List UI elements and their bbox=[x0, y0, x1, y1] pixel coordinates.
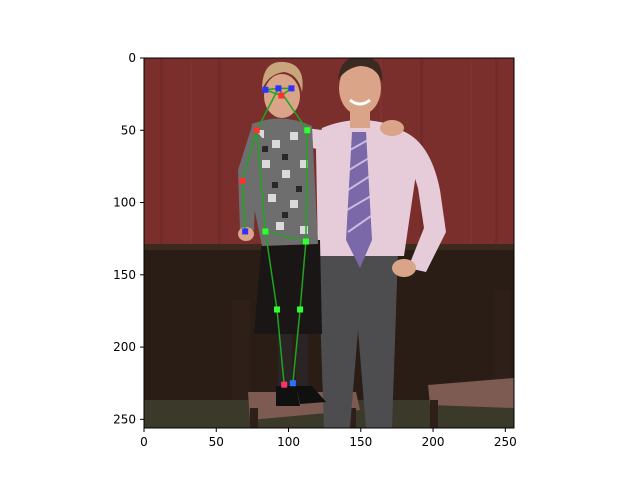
x-tick-label: 150 bbox=[349, 435, 372, 449]
pose-keypoint bbox=[297, 306, 304, 313]
x-tick-label: 0 bbox=[140, 435, 148, 449]
x-tick-label: 200 bbox=[422, 435, 445, 449]
y-tick-label: 0 bbox=[128, 51, 136, 65]
pose-keypoint bbox=[239, 177, 246, 184]
axes-frame bbox=[143, 57, 515, 429]
pose-keypoint bbox=[302, 238, 309, 245]
pose-keypoint bbox=[304, 127, 311, 134]
x-tick-label: 250 bbox=[494, 435, 517, 449]
pose-keypoint bbox=[253, 127, 260, 134]
chair-right bbox=[428, 290, 514, 428]
pose-edge bbox=[255, 130, 267, 232]
y-tick-label: 100 bbox=[113, 196, 136, 210]
x-tick-label: 100 bbox=[277, 435, 300, 449]
y-axis: 0 50 100 150 200 250 bbox=[113, 51, 144, 426]
pose-keypoint bbox=[262, 86, 269, 93]
pose-edge bbox=[292, 309, 301, 384]
pose-skeleton-overlay bbox=[239, 85, 311, 388]
y-tick-label: 200 bbox=[113, 340, 136, 354]
pose-keypoint bbox=[278, 92, 285, 99]
y-tick-label: 250 bbox=[113, 412, 136, 426]
y-tick-label: 50 bbox=[121, 123, 136, 137]
pose-edge bbox=[256, 88, 280, 131]
man bbox=[284, 58, 446, 428]
y-tick-label: 150 bbox=[113, 268, 136, 282]
image-axes bbox=[143, 57, 515, 429]
pose-keypoint bbox=[289, 380, 296, 387]
pose-edge bbox=[265, 230, 307, 243]
pose-keypoint bbox=[262, 228, 269, 235]
pose-edge bbox=[299, 241, 307, 310]
pose-edge bbox=[276, 309, 285, 385]
pose-keypoint bbox=[281, 381, 288, 388]
pose-keypoint bbox=[273, 306, 280, 313]
pose-edge bbox=[264, 231, 278, 310]
x-axis: 0 50 100 150 200 250 bbox=[140, 428, 517, 449]
pose-keypoint bbox=[242, 228, 249, 235]
pose-edge bbox=[305, 130, 309, 242]
pose-edge bbox=[241, 180, 246, 232]
pose-keypoint bbox=[288, 85, 295, 92]
x-tick-label: 50 bbox=[209, 435, 224, 449]
pose-edge bbox=[241, 130, 258, 182]
pose-keypoint bbox=[275, 85, 282, 92]
blouse-pattern bbox=[256, 130, 308, 234]
photo bbox=[144, 58, 514, 428]
